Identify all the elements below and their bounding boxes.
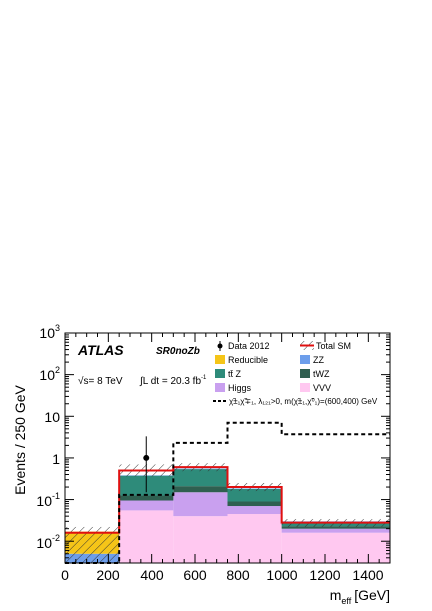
x-axis-title: meff [GeV] bbox=[330, 587, 390, 606]
x-tick-label: 200 bbox=[96, 567, 120, 583]
legend-entry-reducible: Reducible bbox=[215, 355, 268, 365]
svg-text:VVV: VVV bbox=[313, 383, 331, 393]
y-tick-label: 10-1 bbox=[36, 491, 60, 509]
svg-text:Data 2012: Data 2012 bbox=[228, 341, 270, 351]
axes bbox=[64, 332, 391, 564]
data-points bbox=[143, 436, 150, 493]
stack-bar-higgs bbox=[227, 506, 282, 515]
y-tick-label: 102 bbox=[39, 365, 60, 383]
legend-entry-zz: ZZ bbox=[300, 355, 324, 365]
signal-line bbox=[65, 421, 390, 564]
legend-entry-signal: χ̃±₁χ̃∓₁, λ₁₂₁>0, m(χ̃±₁,χ̃⁰₁)=(600,400)… bbox=[213, 397, 378, 406]
stack-bar-higgs bbox=[281, 528, 390, 533]
stack-bar-higgs bbox=[173, 492, 228, 517]
y-axis-title: Events / 250 GeV bbox=[12, 384, 28, 494]
stack-bar-twz bbox=[281, 526, 390, 529]
svg-text:ZZ: ZZ bbox=[313, 355, 324, 365]
svg-text:Total SM: Total SM bbox=[316, 341, 351, 351]
x-tick-label: 0 bbox=[61, 567, 69, 583]
energy-label: √s= 8 TeV bbox=[78, 375, 123, 387]
legend-entry-vvv: VVV bbox=[300, 383, 331, 393]
lumi-label: ∫L dt = 20.3 fb-1 bbox=[139, 375, 207, 387]
x-tick-label: 800 bbox=[226, 567, 250, 583]
atlas-label: ATLAS bbox=[77, 342, 124, 358]
x-tick-label: 1400 bbox=[352, 567, 383, 583]
x-tick-label: 600 bbox=[183, 567, 207, 583]
svg-text:tWZ: tWZ bbox=[313, 369, 330, 379]
svg-text:χ̃±₁χ̃∓₁, λ₁₂₁>0, m(χ̃±₁,χ̃⁰₁): χ̃±₁χ̃∓₁, λ₁₂₁>0, m(χ̃±₁,χ̃⁰₁)=(600,400)… bbox=[229, 397, 378, 406]
y-tick-label: 1 bbox=[52, 451, 60, 467]
x-tick-labels: 0 200 400 600 800 1000 1200 1400 bbox=[61, 567, 384, 583]
legend-entry-twz: tWZ bbox=[300, 369, 330, 379]
legend: Data 2012 Total SM Reducible ZZ tt̄ Z tW… bbox=[213, 341, 378, 406]
stack-bar-ttz bbox=[173, 469, 228, 487]
stack-bar-ttz bbox=[227, 488, 282, 502]
stack-bar-vvv bbox=[119, 510, 174, 563]
stack-bar-vvv bbox=[227, 514, 282, 563]
y-tick-label: 103 bbox=[39, 323, 60, 341]
svg-text:Higgs: Higgs bbox=[228, 383, 252, 393]
y-tick-labels: 103 102 10 1 10-1 10-2 bbox=[36, 323, 60, 551]
x-tick-label: 400 bbox=[140, 567, 164, 583]
y-tick-label: 10 bbox=[44, 409, 60, 425]
legend-entry-data: Data 2012 bbox=[217, 341, 270, 351]
x-tick-label: 1000 bbox=[266, 567, 297, 583]
stack-bar-twz bbox=[173, 486, 228, 493]
y-tick-label: 10-2 bbox=[36, 533, 60, 551]
stack-bar-twz bbox=[119, 495, 174, 501]
legend-entry-higgs: Higgs bbox=[215, 383, 252, 393]
region-label: SR0noZb bbox=[156, 346, 200, 357]
svg-text:Reducible: Reducible bbox=[228, 355, 268, 365]
signal-step bbox=[65, 421, 390, 564]
stack-bar-higgs bbox=[119, 500, 174, 511]
stack-bar-twz bbox=[227, 501, 282, 507]
legend-entry-total-sm: Total SM bbox=[300, 341, 351, 351]
stack-bar-vvv bbox=[173, 516, 228, 563]
legend-entry-ttz: tt̄ Z bbox=[215, 369, 242, 379]
svg-text:tt̄ Z: tt̄ Z bbox=[228, 369, 242, 379]
x-tick-label: 1200 bbox=[309, 567, 340, 583]
stack-bar-vvv bbox=[281, 532, 390, 563]
data-point bbox=[143, 454, 150, 461]
